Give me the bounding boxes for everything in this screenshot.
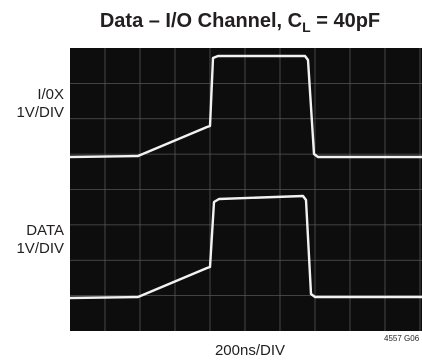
channel-scale: 1V/DIV (16, 240, 64, 257)
channel-name: I/0X (37, 86, 64, 103)
trace-data (69, 194, 422, 300)
trace-io (69, 54, 422, 159)
time-scale: 200ns/DIV (215, 342, 285, 359)
title-subscript: L (302, 19, 311, 35)
title-tail: = 40pF (311, 10, 380, 32)
graticule (70, 48, 422, 331)
figure-title: Data – I/O Channel, CL = 40pF (100, 10, 380, 35)
channel-name: DATA (26, 222, 64, 239)
title-main: Data – I/O Channel, C (100, 10, 302, 32)
figure-id: 4557 G06 (384, 334, 420, 343)
channel-scale: 1V/DIV (16, 104, 64, 121)
